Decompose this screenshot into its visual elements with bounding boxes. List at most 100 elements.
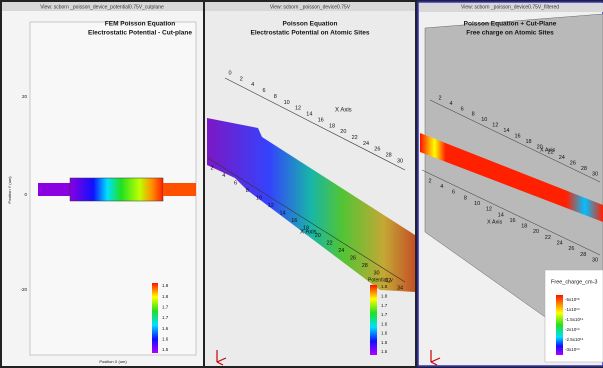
axis-tick-label: 4 [450, 101, 453, 107]
axis-tick-label: 8 [472, 112, 475, 118]
axis-tick-label: 0 [228, 70, 231, 76]
axis-tick-label: 14 [503, 128, 509, 134]
legend-label: 1.7 [381, 312, 388, 317]
axis-tick-label: 28 [580, 252, 586, 258]
view-title: Poisson Equation [283, 21, 338, 28]
colorbar [370, 285, 377, 355]
axis-tick-label: 8 [274, 94, 277, 100]
axis-tick-label: 30 [592, 257, 598, 263]
device-right [163, 183, 196, 196]
legend-label: 1.5 [381, 340, 388, 345]
window-title: View: scborn _poisson_device0.75V_filter… [461, 4, 559, 10]
view-title: Poisson Equation + Cut-Plane [464, 21, 557, 28]
axis-tick-label: 28 [581, 166, 587, 172]
legend-label: -1x10¹⁹ [565, 307, 580, 312]
legend-label: 1.5 [381, 349, 388, 354]
axis-tick-label: 18 [329, 123, 335, 129]
view-subtitle: Electrostatic Potential on Atomic Sites [251, 30, 370, 37]
axis-tick-label: 26 [350, 255, 356, 261]
axis-label: X Axis [487, 219, 503, 225]
axis-label: X Axis [540, 147, 556, 153]
axis-tick-label: 2 [210, 165, 213, 171]
colorbar [152, 283, 158, 353]
axis-tick-label: 14 [279, 210, 285, 216]
axis-tick-label: 26 [568, 246, 574, 252]
colorbar [556, 295, 563, 355]
axis-tick-label: 24 [363, 141, 369, 147]
axis-tick-label: 10 [256, 195, 262, 201]
axis-tick-label: 20 [533, 229, 539, 235]
legend-label: 1.8 [162, 283, 169, 288]
legend-label: 1.5 [162, 347, 169, 352]
axis-tick-label: 26 [374, 147, 380, 153]
view-subtitle: Electrostatic Potential - Cut-plane [88, 30, 192, 37]
axis-tick-label: 28 [386, 153, 392, 159]
axis-label: X Axis [335, 108, 352, 114]
device-left [38, 183, 71, 196]
y-axis-label: Position Y (um) [7, 176, 12, 204]
axis-tick-label: 10 [474, 201, 480, 207]
axis-tick-label: 16 [509, 218, 515, 224]
legend-title: Potential_v [368, 277, 393, 283]
axis-tick-label: 8 [246, 188, 249, 194]
window-title: View: scborn _poisson_device_potential0.… [40, 4, 164, 10]
legend-label: -2x10¹⁹ [565, 327, 580, 332]
legend-label: -1.5x10¹⁹ [565, 317, 584, 322]
axis-label: X Axis [300, 230, 317, 236]
legend-label: 1.7 [162, 315, 169, 320]
axis-tick-label: 4 [222, 173, 225, 179]
x-axis-label: Position X (um) [99, 359, 127, 364]
axis-tick-label: 6 [234, 180, 237, 186]
y-tick-label: -20 [20, 287, 27, 292]
legend-label: 1.8 [381, 293, 388, 298]
legend-label: -3x10¹⁹ [565, 347, 580, 352]
axis-tick-label: 16 [291, 218, 297, 224]
axis-tick-label: 24 [559, 155, 565, 161]
legend-label: 1.8 [381, 284, 388, 289]
axis-tick-label: 18 [526, 139, 532, 145]
axis-tick-label: 22 [352, 135, 358, 141]
axis-tick-label: 10 [481, 117, 487, 123]
axis-tick-label: 18 [521, 224, 527, 230]
axis-tick-label: 26 [570, 161, 576, 167]
axis-tick-label: 24 [557, 241, 563, 247]
y-tick-label: 20 [22, 94, 28, 99]
legend-title: Free_charge_cm-3 [551, 279, 597, 285]
axis-tick-label: 6 [262, 88, 265, 94]
axis-tick-label: 24 [338, 248, 344, 254]
axis-tick-label: 12 [295, 106, 301, 112]
axis-tick-label: 30 [373, 270, 379, 276]
axis-tick-label: 4 [440, 184, 443, 190]
legend-label: -2.5x10¹⁹ [565, 337, 584, 342]
axis-tick-label: 2 [428, 178, 431, 184]
axis-tick-label: 22 [326, 240, 332, 246]
legend-label: 1.7 [162, 305, 169, 310]
legend-label: 1.6 [381, 321, 388, 326]
legend-label: -5x10¹⁸ [565, 297, 580, 302]
axis-tick-label: 16 [318, 117, 324, 123]
axis-tick-label: 28 [362, 263, 368, 269]
axis-tick-label: 10 [284, 100, 290, 106]
axis-tick-label: 2 [438, 95, 441, 101]
window-title: View: scborn _poisson_device0.75V [270, 4, 351, 10]
view-subtitle: Free charge on Atomic Sites [466, 30, 554, 37]
axis-tick-label: 6 [452, 190, 455, 196]
view-title: FEM Poisson Equation [105, 21, 175, 28]
axis-tick-label: 34 [397, 285, 403, 291]
device-body [70, 178, 163, 201]
axis-tick-label: 8 [464, 195, 467, 201]
axis-tick-label: 4 [251, 82, 254, 88]
legend-label: 1.6 [162, 337, 169, 342]
axis-tick-label: 20 [340, 129, 346, 135]
axis-tick-label: 2 [240, 76, 243, 82]
screen: View: scborn _poisson_device_potential0.… [0, 0, 603, 368]
axis-tick-label: 12 [486, 207, 492, 213]
axis-tick-label: 12 [268, 203, 274, 209]
legend-label: 1.6 [381, 331, 388, 336]
legend-label: 1.7 [381, 303, 388, 308]
axis-tick-label: 14 [306, 112, 312, 118]
axis-tick-label: 16 [514, 133, 520, 139]
axis-tick-label: 22 [545, 235, 551, 241]
axis-tick-label: 14 [498, 212, 504, 218]
axis-tick-label: 6 [461, 106, 464, 112]
